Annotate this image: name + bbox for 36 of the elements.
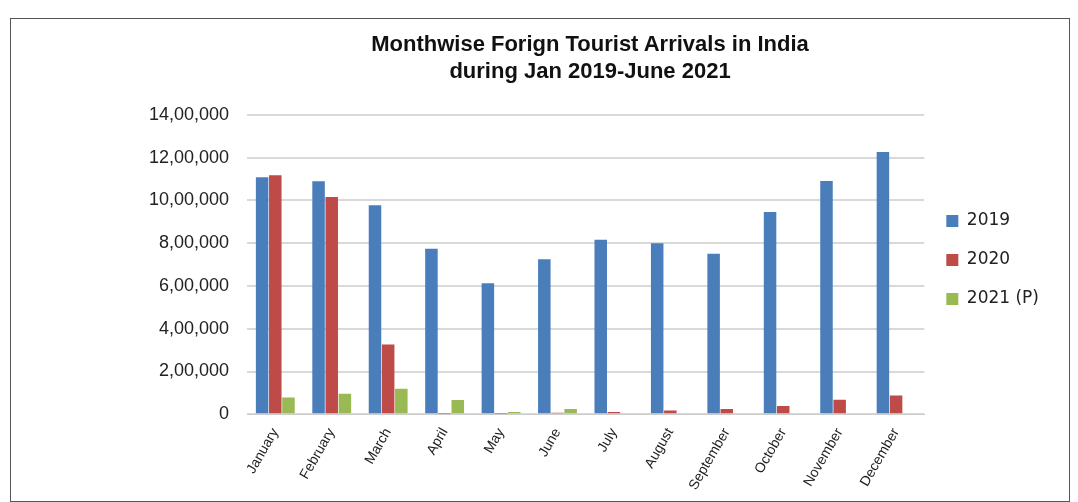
y-tick-label: 2,00,000 [159,360,230,381]
y-tick-label: 6,00,000 [159,274,230,295]
bar [325,196,338,414]
legend-label: 2020 [966,248,1011,269]
bar [481,283,495,414]
y-tick-label: 4,00,000 [159,317,230,338]
y-tick-label: 8,00,000 [159,232,230,253]
chart-title: Monthwise Forign Tourist Arrivals in India during Jan 2019-June 2021 [371,31,810,83]
legend-label: 2019 [966,209,1011,230]
y-tick-label: 0 [219,403,230,424]
bar [381,344,395,414]
bar [833,399,846,414]
y-tick-label: 10,00,000 [149,189,230,210]
bar [368,205,382,414]
bar [282,397,295,414]
bar [776,405,790,414]
bar [538,259,551,414]
y-tick-label: 14,00,000 [149,103,230,124]
bar [876,152,890,414]
bar [763,211,777,414]
bar [425,248,438,414]
bar [269,175,282,414]
bar [889,395,903,414]
bar [451,399,465,414]
y-tick-label: 12,00,000 [149,146,230,167]
bar [312,181,325,414]
bar [664,410,677,414]
bar [820,180,833,414]
bar [707,253,720,414]
bar [338,393,352,414]
bar [564,408,577,414]
legend-label: 2021 (P) [966,287,1039,308]
bar [594,239,607,414]
bar [395,388,408,414]
bar [650,243,664,414]
bar [255,177,269,414]
